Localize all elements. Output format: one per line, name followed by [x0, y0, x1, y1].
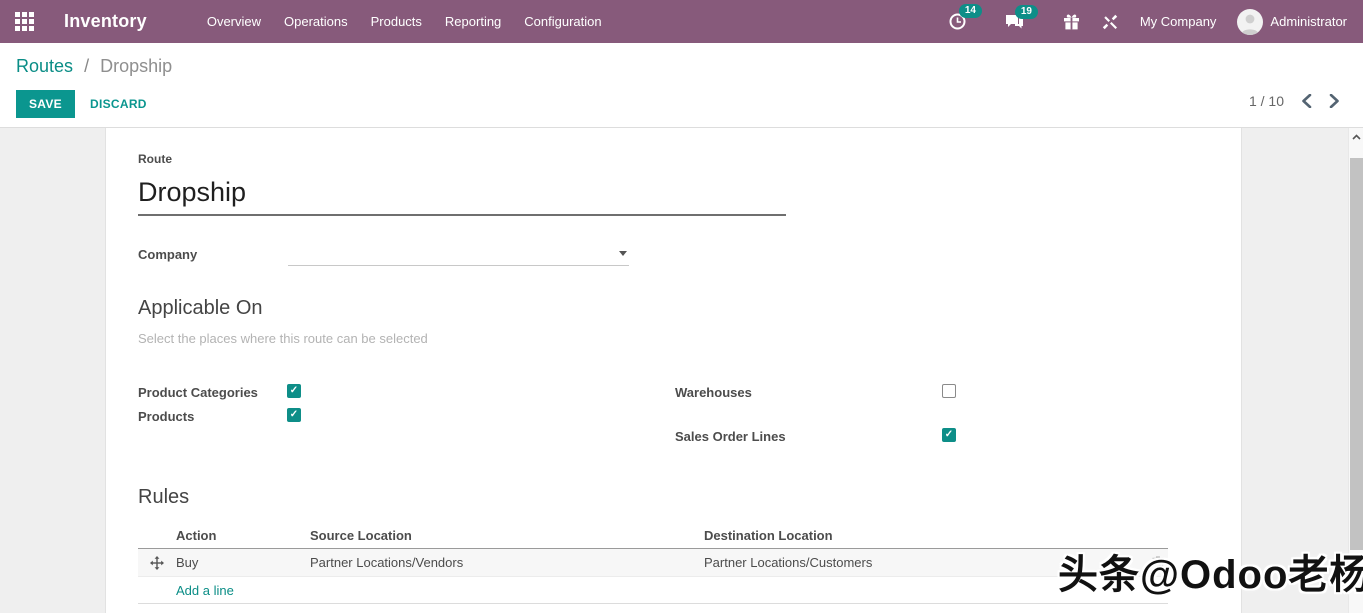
rewards-button[interactable] [1063, 13, 1080, 30]
developer-tools-button[interactable] [1101, 13, 1119, 31]
route-field-label: Route [138, 152, 172, 166]
grid-icon [14, 12, 34, 31]
content-area: Route Company Applicable On Select the p… [0, 128, 1363, 613]
warehouses-label: Warehouses [675, 385, 752, 400]
app-title: Inventory [64, 11, 147, 31]
product-categories-label: Product Categories [138, 385, 258, 400]
menu-overview[interactable]: Overview [206, 14, 262, 29]
rules-title: Rules [138, 486, 190, 508]
applicable-on-title: Applicable On [138, 297, 263, 319]
top-menu: Overview Operations Products Reporting C… [205, 10, 604, 33]
apps-menu-icon[interactable] [7, 0, 41, 43]
route-name-input[interactable] [138, 170, 786, 216]
menu-configuration[interactable]: Configuration [524, 14, 602, 29]
company-switcher[interactable]: My Company [1139, 14, 1217, 29]
chevron-up-icon [1351, 134, 1361, 140]
form-sheet: Route Company Applicable On Select the p… [105, 128, 1242, 613]
rule-action-cell[interactable]: Buy [176, 555, 199, 570]
source-column-header: Source Location [310, 527, 412, 543]
company-input[interactable] [288, 242, 629, 265]
applicable-on-subtitle: Select the places where this route can b… [138, 331, 428, 346]
menu-operations[interactable]: Operations [284, 14, 348, 29]
pager: 1 / 10 [1249, 93, 1340, 109]
product-categories-checkbox[interactable]: ✓ [287, 384, 301, 398]
pager-previous-button[interactable] [1301, 94, 1312, 108]
discard-button[interactable]: DISCARD [80, 90, 157, 118]
top-right-tools: 14 19 [949, 4, 1363, 35]
menu-products[interactable]: Products [370, 14, 422, 29]
gift-icon [1063, 14, 1079, 30]
menu-reporting[interactable]: Reporting [444, 14, 502, 29]
pager-value: 1 / 10 [1248, 93, 1284, 109]
scrollbar-thumb[interactable] [1350, 158, 1363, 550]
drag-handle-icon[interactable] [150, 555, 164, 570]
vertical-scrollbar[interactable] [1348, 128, 1363, 613]
destination-column-header: Destination Location [704, 527, 833, 543]
table-row[interactable]: Buy Partner Locations/Vendors Partner Lo… [138, 549, 1168, 577]
top-navbar: Inventory Overview Operations Products R… [0, 0, 1363, 43]
warehouses-checkbox[interactable] [942, 384, 956, 398]
action-column-header: Action [176, 527, 217, 543]
save-button[interactable]: SAVE [16, 90, 75, 118]
add-line-row: Add a line [138, 577, 1168, 604]
clock-icon [949, 13, 966, 30]
pager-next-button[interactable] [1329, 94, 1340, 108]
watermark-text: 头条@Odoo老杨 [1058, 553, 1363, 597]
company-field-label: Company [138, 247, 198, 262]
user-menu[interactable]: Administrator [1237, 8, 1347, 35]
scroll-up-button[interactable] [1349, 130, 1363, 144]
breadcrumb-routes-link[interactable]: Routes [16, 56, 74, 76]
avatar [1237, 8, 1264, 35]
company-select[interactable] [288, 242, 629, 266]
add-a-line-link[interactable]: Add a line [176, 582, 234, 598]
chevron-left-icon [1302, 94, 1312, 108]
products-label: Products [138, 409, 195, 424]
message-count-badge: 19 [1014, 4, 1038, 19]
breadcrumb-current: Dropship [100, 56, 173, 76]
messages-menu-button[interactable]: 19 [1005, 4, 1038, 30]
trash-icon[interactable] [1152, 555, 1164, 570]
rules-table: Action Source Location Destination Locat… [138, 522, 1168, 604]
control-panel: Routes / Dropship SAVE DISCARD 1 / 10 [0, 43, 1363, 128]
products-checkbox[interactable]: ✓ [287, 408, 301, 422]
breadcrumb: Routes / Dropship [16, 56, 172, 77]
breadcrumb-separator: / [84, 56, 90, 76]
sales-order-lines-label: Sales Order Lines [675, 429, 786, 444]
rule-destination-cell[interactable]: Partner Locations/Customers [704, 555, 873, 570]
chevron-right-icon [1329, 94, 1339, 108]
sales-order-lines-checkbox[interactable]: ✓ [942, 428, 956, 442]
activity-count-badge: 14 [958, 4, 982, 18]
chevron-down-icon [619, 251, 627, 256]
tools-icon [1102, 13, 1118, 29]
username: Administrator [1270, 14, 1347, 29]
activity-menu-button[interactable]: 14 [949, 4, 982, 30]
chat-bubble-icon [1005, 14, 1023, 28]
rules-table-header: Action Source Location Destination Locat… [138, 522, 1168, 549]
person-icon [1241, 14, 1260, 35]
rule-source-cell[interactable]: Partner Locations/Vendors [310, 555, 464, 570]
